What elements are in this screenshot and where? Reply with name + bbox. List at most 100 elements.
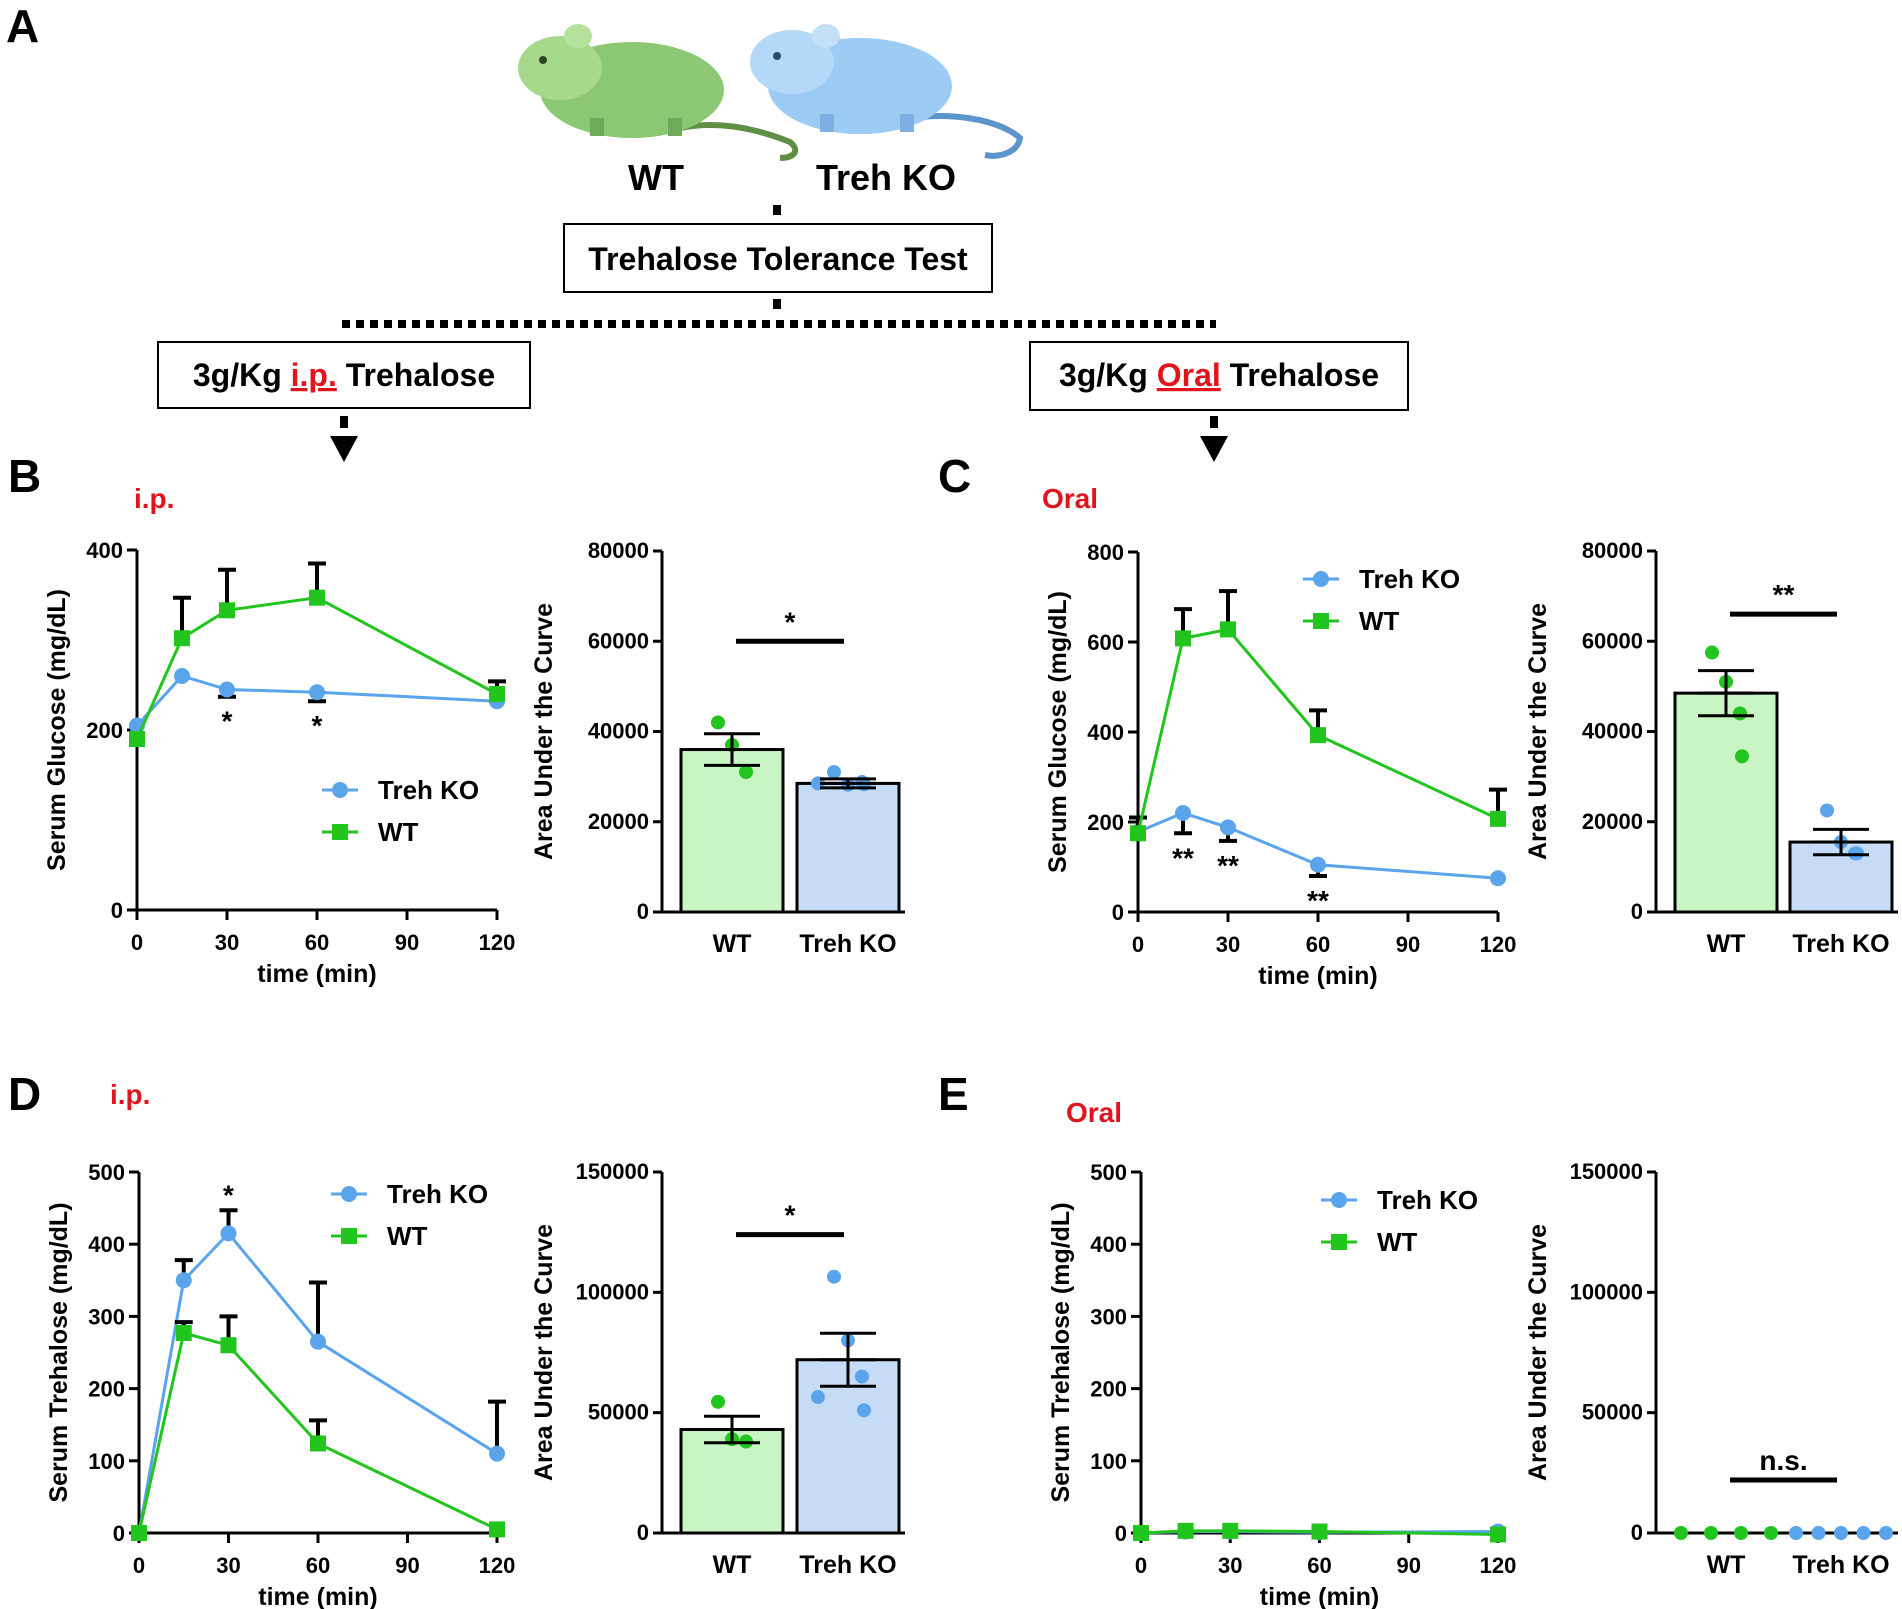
e_auc-data-point-ko [1879, 1526, 1893, 1540]
d_line-x-tick-label: 0 [133, 1553, 145, 1578]
b_auc-chart: 0 20000 40000 60000 80000 Area Under the Curv… [530, 538, 905, 958]
c_line-x-tick-label: 60 [1306, 932, 1330, 957]
b_line-y-axis-label: Serum Glucose (mg/dL) [43, 589, 71, 871]
e_auc-data-point-ko [1789, 1526, 1803, 1540]
d_line-wt-point [310, 1435, 326, 1452]
c_auc-y-tick-label: 0 [1631, 899, 1643, 924]
c_line-wt-point [1310, 727, 1326, 744]
d_line-x-tick-label: 60 [306, 1553, 330, 1578]
b_auc-data-point-wt [739, 765, 753, 780]
d_line-wt-point [131, 1525, 147, 1541]
e_auc-category-label: WT [1707, 1551, 1746, 1579]
c_auc-y-tick-label: 80000 [1582, 538, 1643, 563]
b_line-chart: 0 30 60 90 120 0 200 400 time (min) Serum Glucose… [43, 538, 515, 988]
b_auc-y-tick-label: 80000 [588, 538, 649, 563]
c_line-x-tick-label: 30 [1216, 932, 1240, 957]
b_line-y-tick-label: 200 [86, 718, 123, 743]
test-box-label: Trehalose Tolerance Test [588, 241, 968, 277]
e_line-x-tick-label: 60 [1307, 1553, 1331, 1578]
d_auc-data-point-ko [857, 1403, 871, 1418]
d_line-legend-wt-marker [341, 1228, 357, 1244]
e_auc-data-point-ko [1834, 1526, 1848, 1540]
c_line-legend-wt-marker [1313, 613, 1329, 629]
e_line-legend-ko-label: Treh KO [1377, 1185, 1478, 1215]
c_auc-y-tick-label: 20000 [1582, 809, 1643, 834]
d_line-y-tick-label: 300 [88, 1304, 125, 1329]
ip-box-route: i.p. [291, 357, 337, 393]
charts-layer: 0 30 60 90 120 0 200 400 time (min) Serum Glucose… [43, 538, 1898, 1609]
d_line-y-tick-label: 100 [88, 1449, 125, 1474]
ip-box-label: 3g/Kg i.p. Trehalose [193, 357, 495, 393]
panel-label-a: A [6, 0, 39, 52]
e_line-x-tick-label: 0 [1135, 1553, 1147, 1578]
e_line-x-tick-label: 30 [1218, 1553, 1242, 1578]
e_auc-y-tick-label: 100000 [1570, 1279, 1643, 1304]
d_line-y-axis-label: Serum Trehalose (mg/dL) [45, 1202, 73, 1502]
d_line-ko-point [175, 1272, 192, 1289]
wt-mouse-label: WT [628, 157, 684, 198]
e_line-wt-point [1311, 1523, 1328, 1540]
c_line-y-tick-label: 400 [1087, 720, 1124, 745]
c_auc-y-axis-label: Area Under the Curve [1524, 603, 1552, 860]
ip-box-prefix: 3g/Kg [193, 357, 291, 393]
c_line-significance-marker: ** [1307, 885, 1329, 916]
e_auc-chart: 0 50000 100000 150000 Area Under the Curve WT… [1524, 1159, 1898, 1579]
d_auc-y-tick-label: 50000 [588, 1400, 649, 1425]
b_auc-data-point-ko [827, 765, 841, 780]
ip-arrow-head [330, 436, 358, 462]
c_line-ko-point [1175, 805, 1191, 821]
c_auc-category-label: WT [1707, 930, 1746, 958]
c_line-y-tick-label: 800 [1087, 540, 1124, 565]
e_line-y-tick-label: 300 [1090, 1304, 1127, 1329]
e_line-wt-point [1177, 1522, 1194, 1539]
e_auc-y-tick-label: 50000 [1582, 1400, 1643, 1425]
e_auc-significance-label: n.s. [1759, 1445, 1807, 1476]
e_auc-data-point-wt [1734, 1526, 1748, 1540]
e_line-y-tick-label: 200 [1090, 1377, 1127, 1402]
e_line-y-axis-label: Serum Trehalose (mg/dL) [1047, 1202, 1075, 1502]
d_line-ko-point [220, 1225, 237, 1242]
d_line-y-tick-label: 0 [113, 1521, 125, 1546]
d_line-legend-ko-label: Treh KO [387, 1179, 488, 1209]
b_line-ko-point [309, 684, 325, 701]
d_line-x-axis-label: time (min) [258, 1583, 377, 1609]
b_auc-y-tick-label: 20000 [588, 809, 649, 834]
wt-mouse-illustration [518, 24, 799, 161]
route-label-d: i.p. [110, 1079, 150, 1110]
panel-label-c: C [938, 450, 971, 502]
oral-arrow-stem [1210, 416, 1218, 428]
d_line-y-tick-label: 400 [88, 1232, 125, 1257]
c_auc-data-point-wt [1733, 706, 1747, 721]
c_line-wt-point [1490, 810, 1506, 827]
oral-box-prefix: 3g/Kg [1059, 357, 1157, 393]
oral-box-suffix: Trehalose [1221, 357, 1379, 393]
b_line-legend-ko-marker [332, 782, 348, 798]
c_line-ko-point [1310, 856, 1326, 873]
e_auc-data-point-ko [1811, 1526, 1826, 1540]
route-label-c: Oral [1042, 483, 1098, 514]
b_line-legend-ko-label: Treh KO [378, 775, 479, 805]
e_line-wt-point [1222, 1522, 1239, 1539]
c_line-legend-ko-marker [1313, 571, 1329, 587]
e_auc-y-tick-label: 150000 [1570, 1159, 1643, 1184]
b_line-ko-point [174, 668, 190, 684]
b_line-wt-point [489, 686, 505, 702]
b_auc-category-label: WT [713, 930, 752, 958]
b_line-significance-marker: * [222, 706, 233, 737]
e_line-y-tick-label: 500 [1090, 1160, 1127, 1185]
e_line-wt-point [1133, 1525, 1149, 1541]
b_auc-y-axis-label: Area Under the Curve [530, 603, 558, 860]
c_line-ko-point [1490, 870, 1506, 887]
b_line-x-tick-label: 60 [305, 930, 329, 955]
d_line-wt-point [489, 1521, 505, 1538]
e_line-legend-wt-label: WT [1377, 1227, 1418, 1257]
e_auc-data-point-wt [1704, 1526, 1718, 1540]
c_auc-data-point-wt [1705, 645, 1719, 660]
e_line-wt-point [1490, 1526, 1506, 1543]
b_line-significance-marker: * [312, 710, 323, 741]
c_line-y-tick-label: 600 [1087, 630, 1124, 655]
e_auc-data-point-wt [1674, 1526, 1688, 1540]
d_auc-category-label: WT [713, 1551, 752, 1579]
b_line-legend-wt-label: WT [378, 817, 419, 847]
d_auc-data-point-ko [811, 1390, 825, 1405]
